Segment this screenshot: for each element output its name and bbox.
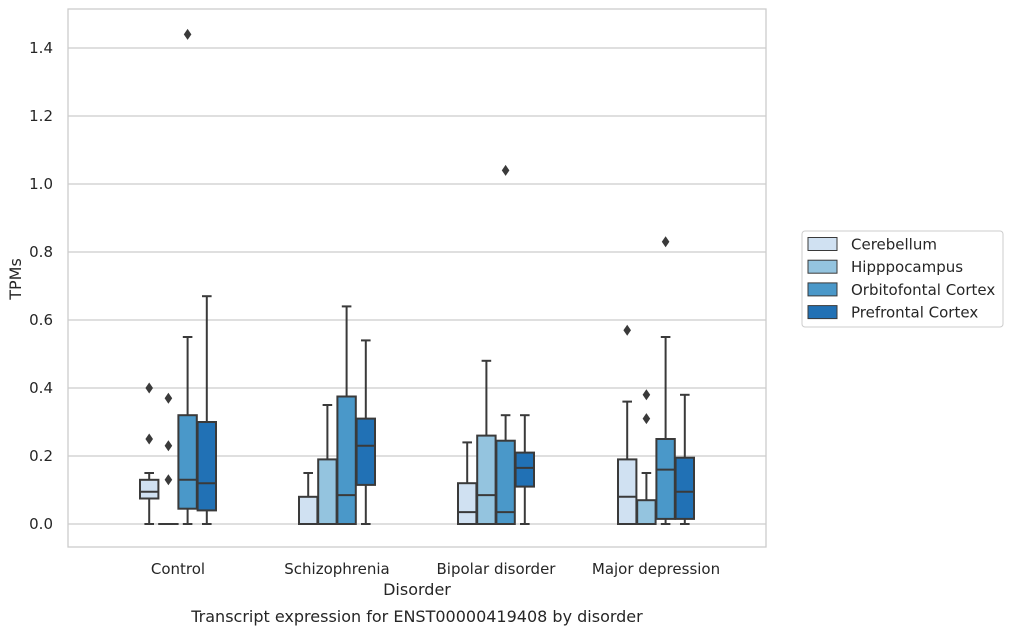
box-body — [139, 478, 160, 500]
box-body — [317, 458, 338, 525]
box-body — [617, 458, 638, 525]
box-prefrontal-cortex-major-depression — [674, 393, 695, 525]
box-body — [457, 482, 478, 526]
plot-frame — [67, 8, 767, 548]
x-axis-ticks: Control Schizophrenia Bipolar disorder Majo… — [151, 560, 720, 578]
legend-swatch — [807, 305, 838, 320]
box-orbitofontal-cortex-major-depression — [655, 236, 676, 525]
box-body — [177, 414, 198, 510]
x-axis-label: Disorder — [383, 580, 451, 599]
x-tick-label: Major depression — [592, 560, 720, 578]
box-cerebellum-schizophrenia — [298, 472, 319, 525]
legend-swatch — [807, 259, 838, 274]
legend-frame — [801, 230, 1004, 328]
box-body — [476, 434, 497, 526]
outlier-point — [145, 382, 153, 394]
box-plot-marks — [139, 28, 695, 526]
outlier-point — [164, 474, 173, 486]
box-hipppocampus-bipolar-disorder — [476, 359, 497, 526]
chart-caption: Transcript expression for ENST0000041940… — [190, 607, 643, 626]
box-body — [336, 395, 357, 525]
y-axis-ticks: 0.0 0.2 0.4 0.6 0.8 1.0 1.2 1.4 — [29, 39, 53, 533]
y-tick-label: 1.0 — [29, 175, 53, 193]
x-tick-label: Bipolar disorder — [437, 560, 557, 578]
outlier-point — [183, 28, 192, 40]
legend-label: Prefrontal Cortex — [851, 304, 978, 322]
box-prefrontal-cortex-control — [196, 295, 218, 525]
outlier-point — [642, 413, 651, 425]
outlier-point — [642, 389, 651, 401]
outlier-point — [501, 164, 510, 176]
y-tick-label: 1.4 — [29, 39, 53, 57]
box-body — [514, 451, 535, 488]
box-orbitofontal-cortex-control — [177, 28, 198, 525]
legend-swatch — [807, 237, 838, 251]
box-hipppocampus-schizophrenia — [317, 404, 338, 525]
y-axis-label: TPMs — [6, 258, 25, 301]
outlier-point — [145, 433, 153, 445]
box-body — [298, 495, 319, 525]
x-tick-label: Control — [151, 560, 205, 578]
x-tick-label: Schizophrenia — [284, 560, 389, 578]
y-tick-label: 0.2 — [29, 447, 53, 465]
box-body — [674, 456, 695, 520]
box-cerebellum-major-depression — [617, 324, 638, 525]
box-body — [196, 421, 218, 512]
box-orbitofontal-cortex-schizophrenia — [336, 305, 357, 525]
outlier-point — [661, 236, 670, 248]
box-prefrontal-cortex-bipolar-disorder — [514, 414, 535, 525]
outlier-point — [164, 440, 173, 452]
box-cerebellum-bipolar-disorder — [457, 441, 478, 526]
y-tick-label: 1.2 — [29, 107, 53, 125]
legend-label: Hipppocampus — [851, 258, 963, 276]
legend-swatch — [807, 282, 838, 297]
y-tick-label: 0.8 — [29, 243, 53, 261]
box-body — [636, 499, 657, 526]
box-body — [655, 438, 676, 520]
y-tick-label: 0.4 — [29, 379, 53, 397]
legend-label: Cerebellum — [851, 236, 937, 254]
box-orbitofontal-cortex-bipolar-disorder — [495, 164, 516, 526]
y-tick-label: 0.6 — [29, 311, 53, 329]
legend: Cerebellum Hipppocampus Orbitofontal Corte… — [801, 230, 1004, 328]
box-cerebellum-control — [139, 382, 160, 525]
box-hipppocampus-major-depression — [636, 389, 657, 526]
legend-label: Orbitofontal Cortex — [851, 281, 995, 299]
box-body — [355, 417, 377, 486]
y-tick-label: 0.0 — [29, 515, 53, 533]
box-hipppocampus-control — [158, 392, 179, 526]
outlier-point — [164, 392, 173, 404]
box-prefrontal-cortex-schizophrenia — [355, 339, 377, 525]
outlier-point — [623, 324, 631, 336]
legend-items: Cerebellum Hipppocampus Orbitofontal Corte… — [807, 236, 995, 322]
